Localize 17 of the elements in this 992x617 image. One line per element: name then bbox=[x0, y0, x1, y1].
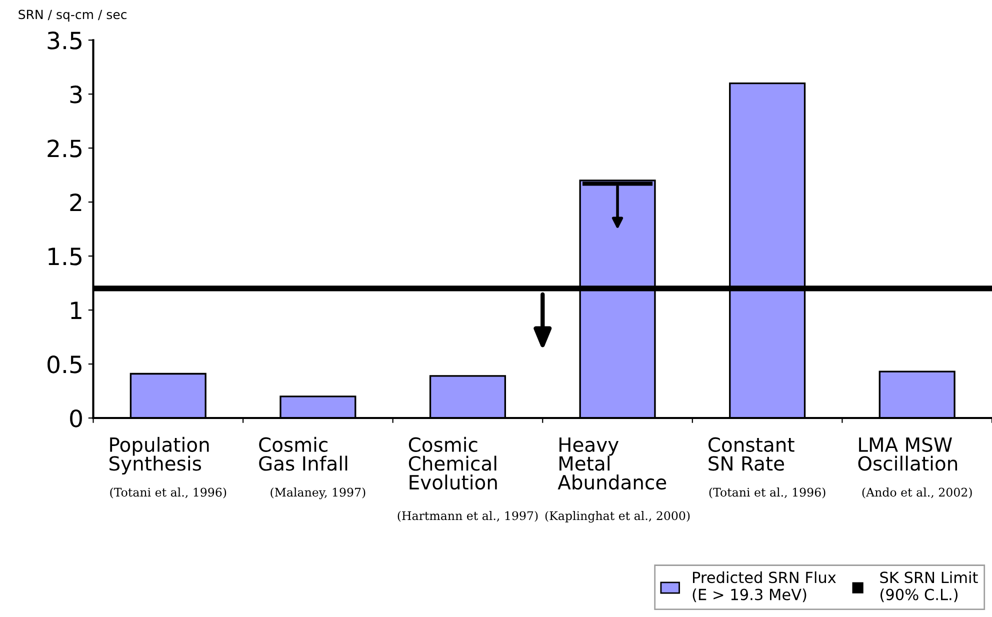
y-tick-label: 1.5 bbox=[48, 248, 82, 266]
x-tick-label: Constant SN Rate (Totani et al., 1996) bbox=[708, 437, 826, 498]
x-tick-label: Cosmic Chemical Evolution (Hartmann et al., 1997) bbox=[398, 436, 538, 522]
y-tick-label: 3 bbox=[70, 86, 82, 104]
y-tick-label: 3.5 bbox=[48, 32, 82, 50]
y-tick-label: 2 bbox=[70, 194, 82, 212]
legend-label: Predicted SRN Flux (E > 19.3 MeV) bbox=[692, 571, 836, 602]
y-tick-label: 1 bbox=[71, 302, 82, 320]
x-tick-label: LMA MSW Oscillation (Ando et al., 2002) bbox=[858, 437, 972, 498]
y-axis-title: SRN / sq-cm / sec bbox=[18, 10, 126, 22]
x-tick-label: Population Synthesis (Totani et al., 1996) bbox=[110, 436, 226, 498]
legend-label: SK SRN Limit (90% C.L.) bbox=[880, 571, 978, 602]
y-tick-label: 2.5 bbox=[48, 140, 82, 158]
y-tick-label: 0.5 bbox=[48, 355, 82, 374]
x-tick-label: Cosmic Gas Infall (Malaney, 1997) bbox=[259, 436, 366, 500]
x-tick-label: Heavy Metal Abundance (Kaplinghat et al., 2000) bbox=[545, 438, 690, 523]
y-tick-label: 0 bbox=[70, 409, 82, 428]
